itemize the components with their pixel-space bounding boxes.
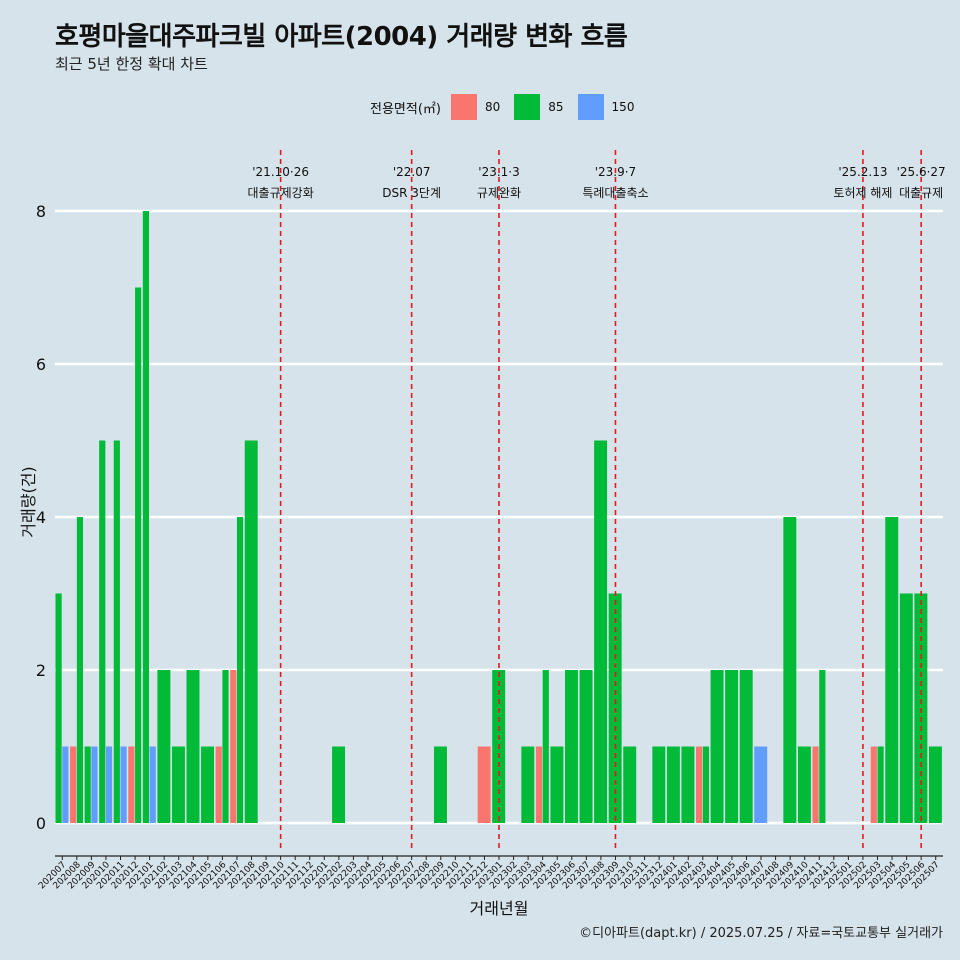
bar-202307-85 bbox=[579, 670, 593, 823]
bar-202403-85 bbox=[702, 746, 709, 823]
legend-swatch-80 bbox=[450, 94, 477, 120]
bar-202401-85 bbox=[666, 746, 680, 823]
legend-label-150: 150 bbox=[611, 100, 635, 114]
bar-202410-85 bbox=[797, 746, 811, 823]
legend-item-150: 150 bbox=[577, 94, 635, 120]
legend-item-80: 80 bbox=[450, 94, 501, 120]
event-label-202301: 규제완화 bbox=[477, 186, 521, 200]
bar-202011-150 bbox=[120, 746, 127, 823]
bar-202504-85 bbox=[885, 517, 899, 823]
bar-202102-85 bbox=[157, 670, 171, 823]
event-label-202207: DSR 3단계 bbox=[382, 186, 441, 200]
legend-label-85: 85 bbox=[548, 100, 564, 114]
chart-title: 호평마을대주파크빌 아파트(2004) 거래량 변화 흐름 bbox=[55, 22, 628, 52]
bar-202209-85 bbox=[433, 746, 447, 823]
bar-202104-85 bbox=[186, 670, 200, 823]
source-caption: ©디아파트(dapt.kr) / 2025.07.25 / 자료=국토교통부 실… bbox=[579, 926, 943, 941]
bar-202409-85 bbox=[783, 517, 797, 823]
event-date-202110: '21.10·26 bbox=[252, 165, 309, 179]
y-tick-label-4: 4 bbox=[36, 508, 46, 527]
event-label-202309: 특례대출축소 bbox=[582, 186, 648, 200]
event-label-202502: 토허제 해제 bbox=[833, 186, 892, 200]
bar-202010-150 bbox=[105, 746, 113, 823]
bar-202305-85 bbox=[550, 746, 564, 823]
legend-swatch-85 bbox=[514, 94, 541, 120]
bar-202411-80 bbox=[812, 746, 819, 823]
legend-swatch-150 bbox=[577, 94, 604, 120]
bar-202009-85 bbox=[84, 746, 91, 823]
legend-item-85: 85 bbox=[514, 94, 564, 120]
event-date-202506: '25.6·27 bbox=[897, 165, 946, 179]
legend-label-80: 80 bbox=[484, 100, 501, 114]
event-label-202110: 대출규제강화 bbox=[248, 186, 314, 200]
bar-202503-85 bbox=[877, 746, 884, 823]
y-tick-label-0: 0 bbox=[36, 814, 46, 833]
bar-202402-85 bbox=[681, 746, 695, 823]
bar-202012-80 bbox=[128, 746, 135, 823]
bar-202008-80 bbox=[70, 746, 77, 823]
event-date-202207: '22.07 bbox=[393, 165, 431, 179]
bar-202008-85 bbox=[76, 517, 84, 823]
chart-subtitle: 최근 5년 한정 확대 차트 bbox=[55, 55, 208, 73]
bar-202303-85 bbox=[521, 746, 535, 823]
bar-202310-85 bbox=[623, 746, 637, 823]
bar-202202-85 bbox=[332, 746, 346, 823]
bar-202010-85 bbox=[99, 440, 106, 823]
bar-202105-85 bbox=[201, 746, 215, 823]
bar-202106-80 bbox=[215, 746, 222, 823]
bar-202505-85 bbox=[899, 593, 913, 823]
bar-202308-85 bbox=[594, 440, 608, 823]
bar-202103-85 bbox=[171, 746, 185, 823]
event-date-202502: '25.2.13 bbox=[838, 165, 887, 179]
event-label-202506: 대출규제 bbox=[899, 186, 943, 200]
legend-title: 전용면적(㎡) bbox=[370, 101, 441, 117]
bar-202406-85 bbox=[739, 670, 753, 823]
bar-202107-85 bbox=[236, 517, 244, 823]
bar-202106-85 bbox=[222, 670, 229, 823]
bar-202405-85 bbox=[725, 670, 739, 823]
bar-202312-85 bbox=[652, 746, 666, 823]
y-tick-label-2: 2 bbox=[36, 661, 46, 680]
x-axis-title: 거래년월 bbox=[470, 899, 529, 918]
bar-202407-150 bbox=[754, 746, 768, 823]
event-date-202309: '23.9·7 bbox=[595, 165, 636, 179]
bar-202403-80 bbox=[696, 746, 703, 823]
bar-202411-85 bbox=[819, 670, 826, 823]
bar-202009-150 bbox=[91, 746, 98, 823]
bar-202306-85 bbox=[565, 670, 578, 823]
bar-202108-85 bbox=[244, 440, 258, 823]
bar-202304-80 bbox=[535, 746, 543, 823]
bar-202101-150 bbox=[149, 746, 156, 823]
y-tick-label-8: 8 bbox=[36, 202, 46, 221]
bar-202503-80 bbox=[870, 746, 877, 823]
bar-202007-85 bbox=[55, 593, 62, 823]
bar-202011-85 bbox=[113, 440, 120, 823]
bar-202304-85 bbox=[542, 670, 549, 823]
event-date-202301: '23.1·3 bbox=[478, 165, 519, 179]
y-axis-title: 거래량(건) bbox=[19, 466, 38, 537]
y-tick-label-6: 6 bbox=[36, 355, 46, 374]
bar-202101-85 bbox=[142, 211, 150, 823]
legend: 전용면적(㎡) 80 85 150 bbox=[370, 93, 648, 121]
bar-202212-80 bbox=[477, 746, 491, 823]
bar-202012-85 bbox=[135, 287, 142, 823]
bar-202404-85 bbox=[710, 670, 724, 823]
bar-202107-80 bbox=[230, 670, 237, 823]
bar-202507-85 bbox=[928, 746, 942, 823]
bar-202007-150 bbox=[62, 746, 69, 823]
